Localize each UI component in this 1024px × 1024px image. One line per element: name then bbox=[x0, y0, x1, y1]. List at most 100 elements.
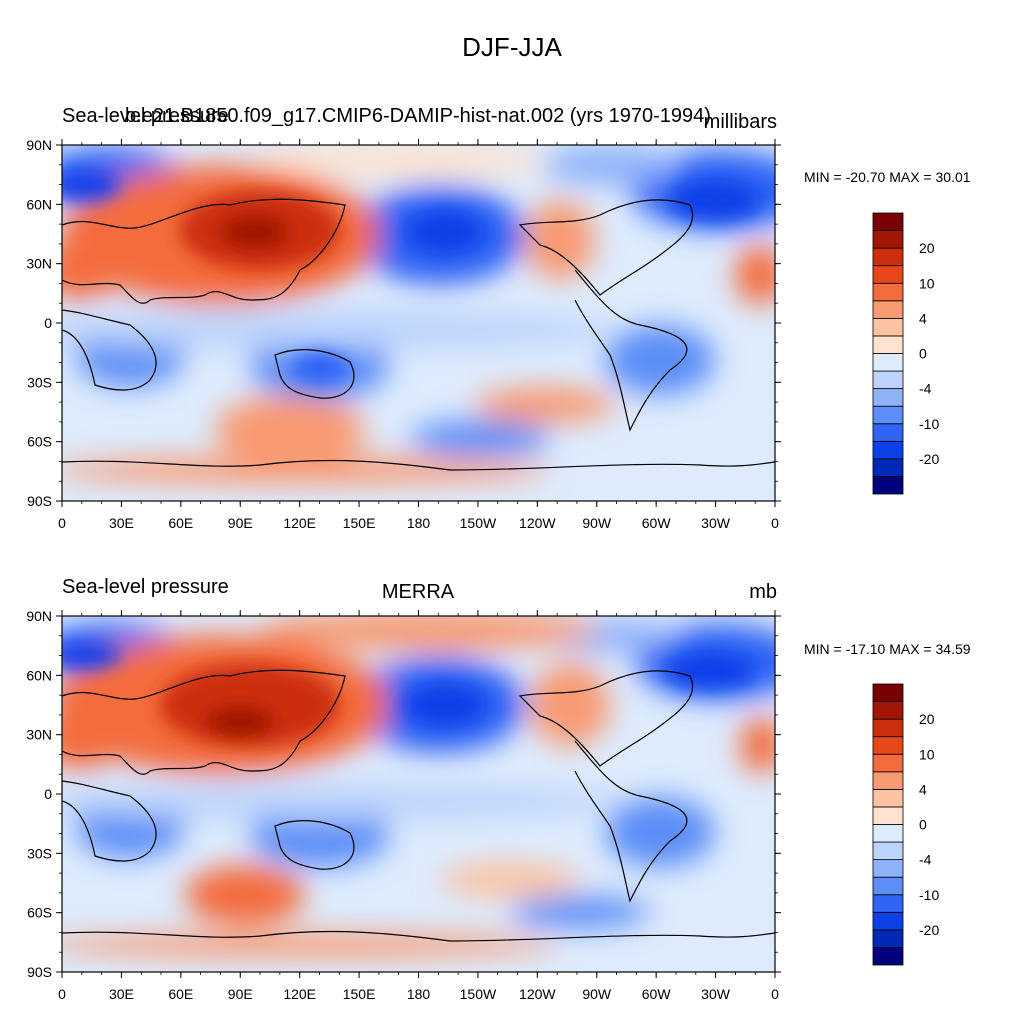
colorbar-tick-label: 20 bbox=[919, 240, 935, 256]
lon-tick-label: 90E bbox=[228, 515, 253, 531]
colorbar-swatch bbox=[872, 353, 904, 372]
colorbar-swatch bbox=[872, 894, 904, 913]
panel-left-title: Sea-level pressure bbox=[62, 105, 229, 127]
colorbar-swatch bbox=[872, 388, 904, 407]
lat-tick-label: 90N bbox=[26, 137, 52, 153]
lon-tick-label: 60W bbox=[642, 515, 672, 531]
lon-tick-label: 0 bbox=[771, 986, 779, 1002]
colorbar-swatch bbox=[872, 947, 904, 966]
colorbar-swatch bbox=[872, 701, 904, 720]
colorbar-swatch bbox=[872, 841, 904, 861]
lon-tick-label: 0 bbox=[58, 986, 66, 1002]
colorbar-swatch bbox=[872, 753, 904, 773]
colorbar-tick-label: 10 bbox=[919, 746, 935, 762]
lon-tick-label: 120E bbox=[283, 986, 316, 1002]
coastlines bbox=[62, 198, 775, 471]
lon-tick-label: 120E bbox=[283, 515, 316, 531]
colorbar-tick-label: 10 bbox=[919, 275, 935, 291]
lat-tick-label: 60N bbox=[26, 196, 52, 212]
lat-tick-label: 60S bbox=[27, 434, 52, 450]
panel-left-title: Sea-level pressure bbox=[62, 576, 229, 598]
colorbar-tick-label: 20 bbox=[919, 711, 935, 727]
colorbar-swatch bbox=[872, 282, 904, 302]
colorbar-swatch bbox=[872, 335, 904, 354]
lat-tick-label: 30S bbox=[27, 374, 52, 390]
colorbar-swatch bbox=[872, 423, 904, 442]
lon-tick-label: 0 bbox=[58, 515, 66, 531]
lat-tick-label: 60N bbox=[26, 667, 52, 683]
colorbar-swatch bbox=[872, 317, 904, 337]
colorbar-tick-label: -4 bbox=[919, 852, 932, 868]
colorbar-tick-label: -4 bbox=[919, 381, 932, 397]
lat-tick-label: 30N bbox=[26, 256, 52, 272]
panel-units: millibars bbox=[704, 111, 777, 133]
colorbar-swatch bbox=[872, 230, 904, 249]
lon-tick-label: 150W bbox=[460, 515, 497, 531]
lat-tick-label: 0 bbox=[44, 786, 52, 802]
slp-contour-field bbox=[62, 616, 775, 972]
lon-tick-label: 30E bbox=[109, 986, 134, 1002]
colorbar-swatch bbox=[872, 788, 904, 808]
figure-title: DJF-JJA bbox=[462, 32, 562, 62]
slp-contour-field bbox=[62, 145, 775, 501]
colorbar-tick-label: 4 bbox=[919, 310, 927, 326]
colorbar-swatch bbox=[872, 824, 904, 843]
lon-tick-label: 90W bbox=[582, 515, 612, 531]
lon-tick-label: 180 bbox=[407, 986, 431, 1002]
lon-tick-label: 150E bbox=[343, 515, 376, 531]
colorbar-tick-label: 0 bbox=[919, 346, 927, 362]
map-axes: 90N 60N 30N 0 30S 60S 90S 0 30E 60E 90E 120E 150E 180… bbox=[26, 137, 781, 531]
lat-tick-label: 90N bbox=[26, 608, 52, 624]
lon-tick-label: 90E bbox=[228, 986, 253, 1002]
panel-reanalysis: Sea-level pressure MERRA mb bbox=[26, 576, 970, 1002]
colorbar-swatch bbox=[872, 771, 904, 790]
colorbar-tick-label: -10 bbox=[919, 416, 939, 432]
panel-center-title: b.e21.B1850.f09_g17.CMIP6-DAMIP-hist-nat… bbox=[125, 105, 711, 127]
colorbar-tick-label: -10 bbox=[919, 887, 939, 903]
colorbar-swatch bbox=[872, 859, 904, 878]
colorbar-swatch bbox=[872, 370, 904, 390]
colorbar-tick-label: -20 bbox=[919, 451, 939, 467]
lon-tick-label: 150W bbox=[460, 986, 497, 1002]
lon-tick-label: 30E bbox=[109, 515, 134, 531]
minmax-label: MIN = -17.10 MAX = 34.59 bbox=[804, 641, 971, 657]
lon-tick-label: 30W bbox=[701, 515, 731, 531]
colorbar-swatch bbox=[872, 247, 904, 267]
panel-center-title: MERRA bbox=[382, 581, 455, 603]
lat-tick-label: 90S bbox=[27, 493, 52, 509]
colorbar-swatch bbox=[872, 806, 904, 825]
colorbar-swatch bbox=[872, 736, 904, 755]
lon-tick-label: 60W bbox=[642, 986, 672, 1002]
colorbar-tick-label: 4 bbox=[919, 781, 927, 797]
colorbar-swatch bbox=[872, 405, 904, 425]
colorbar-swatch bbox=[872, 718, 904, 738]
colorbar-swatch bbox=[872, 876, 904, 896]
panel-units: mb bbox=[749, 581, 777, 603]
colorbar-swatch bbox=[872, 212, 904, 231]
colorbar-swatch bbox=[872, 683, 904, 702]
colorbar-swatch bbox=[872, 476, 904, 495]
colorbar: 20 10 4 0 -4 -10 -20 bbox=[872, 683, 939, 966]
lon-tick-label: 150E bbox=[343, 986, 376, 1002]
minmax-label: MIN = -20.70 MAX = 30.01 bbox=[804, 169, 971, 185]
lon-tick-label: 60E bbox=[168, 515, 193, 531]
colorbar-swatch bbox=[872, 300, 904, 319]
lon-tick-label: 180 bbox=[407, 515, 431, 531]
colorbar-swatch bbox=[872, 458, 904, 477]
lon-tick-label: 30W bbox=[701, 986, 731, 1002]
lon-tick-label: 120W bbox=[519, 986, 556, 1002]
lat-tick-label: 30S bbox=[27, 845, 52, 861]
lon-tick-label: 90W bbox=[582, 986, 612, 1002]
colorbar: 20 10 4 0 -4 -10 -20 bbox=[872, 212, 939, 495]
coastlines bbox=[62, 669, 775, 942]
colorbar-tick-label: 0 bbox=[919, 817, 927, 833]
lat-tick-label: 60S bbox=[27, 905, 52, 921]
colorbar-tick-label: -20 bbox=[919, 922, 939, 938]
colorbar-swatch bbox=[872, 929, 904, 948]
lat-tick-label: 30N bbox=[26, 727, 52, 743]
panel-model: Sea-level pressure b.e21.B1850.f09_g17.C… bbox=[26, 105, 971, 531]
colorbar-swatch bbox=[872, 911, 904, 931]
lat-tick-label: 90S bbox=[27, 964, 52, 980]
lon-tick-label: 120W bbox=[519, 515, 556, 531]
